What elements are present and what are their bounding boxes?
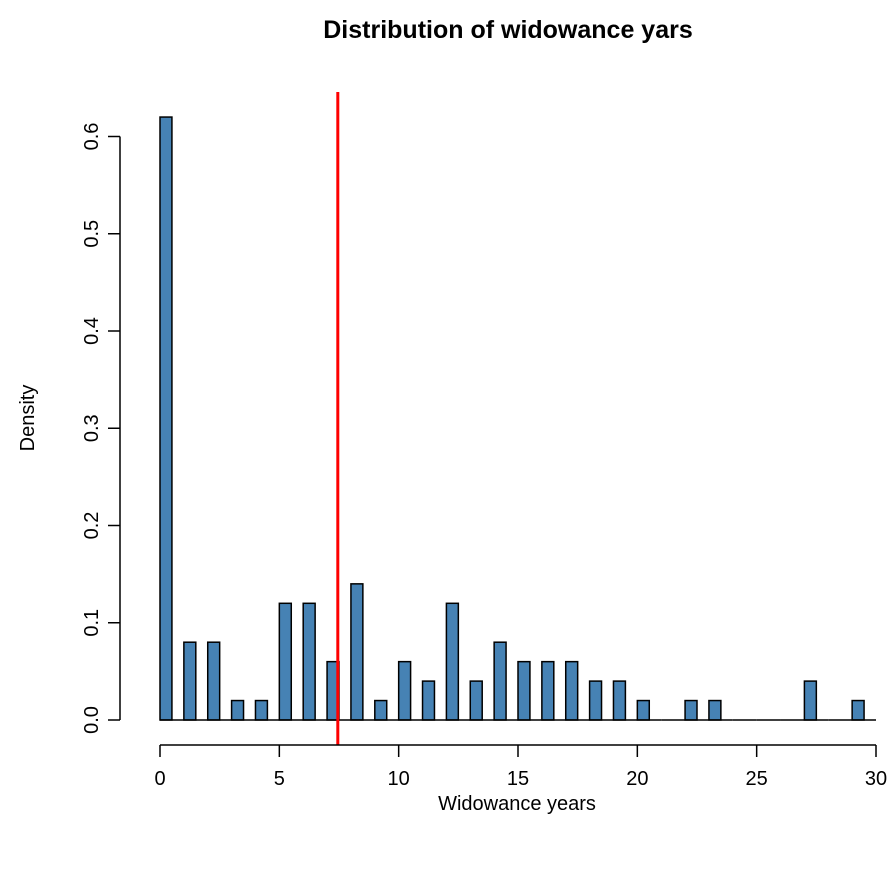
histogram-bar-19 [612, 680, 627, 721]
histogram-bar-9 [374, 699, 388, 721]
histogram-bar-1 [183, 641, 197, 721]
chart-title: Distribution of widowance yars [323, 16, 693, 44]
histogram-bar-4 [254, 699, 269, 721]
y-tick-label-0.6: 0.6 [81, 123, 103, 151]
x-axis-label: Widowance years [438, 793, 596, 815]
histogram-bar-18 [588, 680, 603, 721]
histogram-bar-13 [469, 680, 483, 721]
x-tick-label-30: 30 [865, 768, 887, 790]
histogram-bar-15 [517, 660, 531, 721]
y-tick-label-0.0: 0.0 [81, 706, 103, 734]
histogram-bar-6 [302, 602, 316, 721]
x-tick-label-20: 20 [626, 768, 648, 790]
histogram-bar-29 [851, 699, 865, 721]
histogram-bar-2 [206, 641, 221, 721]
y-tick-label-0.5: 0.5 [81, 220, 103, 248]
y-tick-label-0.2: 0.2 [81, 512, 103, 540]
x-tick-label-0: 0 [154, 768, 165, 790]
x-tick-label-25: 25 [746, 768, 768, 790]
y-tick-label-0.1: 0.1 [81, 609, 103, 637]
y-axis-label: Density [17, 385, 39, 452]
y-tick-label-0.4: 0.4 [81, 317, 103, 345]
histogram-bar-11 [421, 680, 436, 721]
histogram-bar-22 [684, 699, 698, 721]
histogram-bar-23 [708, 699, 722, 721]
x-tick-label-10: 10 [388, 768, 410, 790]
bars-group [159, 116, 876, 721]
histogram-bar-10 [397, 660, 412, 721]
histogram-bar-12 [445, 602, 460, 721]
histogram-bar-20 [636, 699, 651, 721]
histogram-bar-8 [350, 583, 364, 721]
y-tick-label-0.3: 0.3 [81, 414, 103, 442]
x-tick-label-5: 5 [274, 768, 285, 790]
histogram-bar-16 [541, 660, 555, 721]
y-axis: 0.0 0.1 0.2 0.3 0.4 0.5 0.6 [81, 123, 121, 734]
histogram-bar-5 [278, 602, 293, 721]
histogram-bar-0 [159, 116, 173, 721]
histogram-bar-27 [803, 680, 818, 721]
x-axis: 0 5 10 15 20 25 30 [154, 744, 887, 790]
x-tick-label-15: 15 [507, 768, 529, 790]
histogram-bar-17 [564, 660, 579, 721]
histogram-bar-14 [493, 641, 507, 721]
histogram-bar-3 [230, 699, 245, 721]
